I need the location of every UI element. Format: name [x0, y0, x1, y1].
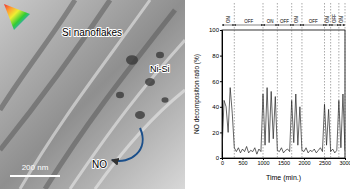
nanoflake: [45, 10, 175, 189]
plot-area: [222, 88, 345, 155]
x-tick-label: 2000: [298, 160, 310, 166]
period-span: [234, 25, 263, 26]
data-line: [222, 88, 345, 155]
x-tick: 3000: [339, 158, 350, 166]
particle: [126, 55, 138, 65]
period-span: [263, 25, 277, 26]
y-tick: 40: [212, 104, 222, 110]
period-span: [325, 25, 331, 26]
y-tick-mark: [220, 132, 222, 133]
y-tick-mark: [220, 81, 222, 82]
period-label: OFF: [309, 19, 318, 24]
particle: [162, 97, 169, 103]
image-background: [0, 0, 185, 189]
period-label: ON: [339, 16, 344, 23]
x-tick-label: 1000: [257, 160, 269, 166]
period-span: [292, 25, 302, 26]
x-tick: 1000: [257, 158, 269, 166]
particle: [116, 92, 124, 98]
y-tick-label: 0: [216, 155, 220, 161]
x-tick-label: 500: [238, 160, 247, 166]
tem-image: Si nanoflakes Ni-Si NO 200 nm: [0, 0, 185, 189]
y-axis-line: [220, 31, 223, 159]
particle: [145, 78, 155, 86]
y-tick: 80: [212, 53, 222, 59]
y-tick: 0: [216, 155, 222, 161]
image-label: Si nanoflakes: [62, 27, 122, 38]
y-tick: 60: [212, 79, 222, 85]
period-strip: ONOFFONOFFONOFFONOFFON: [222, 3, 345, 158]
y-tick: 20: [212, 130, 222, 136]
x-tick: 0: [221, 158, 224, 166]
period-span: [277, 25, 291, 26]
nanoflake: [20, 0, 150, 189]
particle: [135, 111, 145, 119]
x-tick: 2500: [319, 158, 331, 166]
period-span: [331, 25, 339, 26]
period-boundary: [263, 3, 264, 158]
period-label: ON: [325, 16, 330, 23]
x-tick-label: 0: [221, 160, 224, 166]
y-axis-title: NO decomposition ratio (%): [193, 54, 201, 134]
x-axis-title: Time (min.): [266, 174, 301, 182]
scale-label: 200 nm: [22, 163, 49, 172]
x-tick: 2000: [298, 158, 310, 166]
nanoflake: [95, 90, 185, 189]
x-tick: 500: [238, 158, 247, 166]
period-label: ON: [226, 16, 231, 23]
period-label: OFF: [280, 19, 289, 24]
y-tick-label: 40: [212, 104, 219, 110]
y-tick-label: 20: [212, 130, 219, 136]
y-tick: 100: [209, 27, 222, 33]
graphic: Si nanoflakesNi-SiNO200 nm05001000150020…: [0, 0, 350, 189]
particle: [156, 52, 164, 58]
nanoflake: [70, 40, 185, 189]
period-boundary: [338, 3, 339, 158]
image-label: Ni-Si: [150, 64, 170, 74]
x-axis: 0 500 1000 1500 2000 2500 3000: [221, 158, 350, 166]
x-tick-label: 1500: [278, 160, 290, 166]
light-arrow: [4, 4, 30, 30]
y-tick-mark: [220, 107, 222, 108]
period-boundary: [234, 3, 235, 158]
period-span: [302, 25, 325, 26]
period-boundary: [291, 3, 292, 158]
plot-frame: [222, 30, 345, 158]
y-tick-label: 60: [212, 79, 219, 85]
period-span: [222, 25, 234, 26]
nanoflake: [0, 0, 110, 150]
x-tick-label: 3000: [339, 160, 350, 166]
scale-bar: [10, 175, 60, 177]
image-label: NO: [92, 159, 107, 170]
period-label: ON: [294, 16, 299, 23]
x-tick: 1500: [278, 158, 290, 166]
y-tick-label: 80: [212, 53, 219, 59]
gas-arrow: [112, 128, 143, 161]
y-tick-mark: [220, 30, 222, 31]
period-label: OFF: [244, 19, 253, 24]
period-boundary: [301, 3, 302, 158]
y-axis: 0 20 40 60 80 100: [209, 27, 223, 161]
period-boundary: [324, 3, 325, 158]
y-tick-mark: [220, 158, 222, 159]
y-tick-mark: [220, 56, 222, 57]
period-label: ON: [267, 19, 274, 24]
y-tick-label: 100: [209, 27, 220, 33]
period-label: OFF: [332, 14, 337, 23]
nanoflake: [0, 0, 75, 110]
period-span: [339, 25, 345, 26]
period-boundary: [330, 3, 331, 158]
x-tick-label: 2500: [319, 160, 331, 166]
